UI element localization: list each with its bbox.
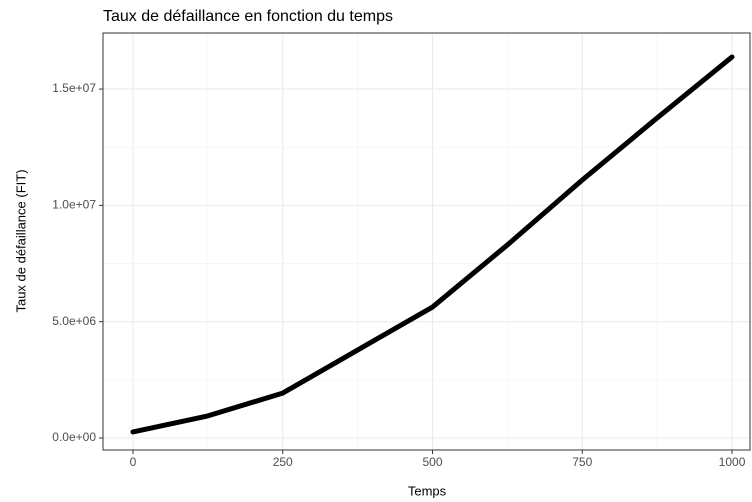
x-axis-title: Temps [408, 483, 447, 498]
x-tick-label: 250 [273, 455, 293, 469]
y-tick-label: 5.0e+06 [52, 314, 96, 328]
y-tick-label: 1.0e+07 [52, 198, 96, 212]
x-tick-label: 750 [572, 455, 592, 469]
y-tick-label: 1.5e+07 [52, 81, 96, 95]
data-line [130, 54, 735, 435]
y-axis-title: Taux de défaillance (FIT) [13, 169, 28, 312]
y-tick-label: 0.0e+00 [52, 430, 96, 444]
x-tick-label: 1000 [719, 455, 746, 469]
chart-title: Taux de défaillance en fonction du temps [103, 8, 393, 25]
panel-border [102, 32, 751, 451]
x-tick-label: 500 [422, 455, 442, 469]
x-tick-label: 0 [130, 455, 137, 469]
